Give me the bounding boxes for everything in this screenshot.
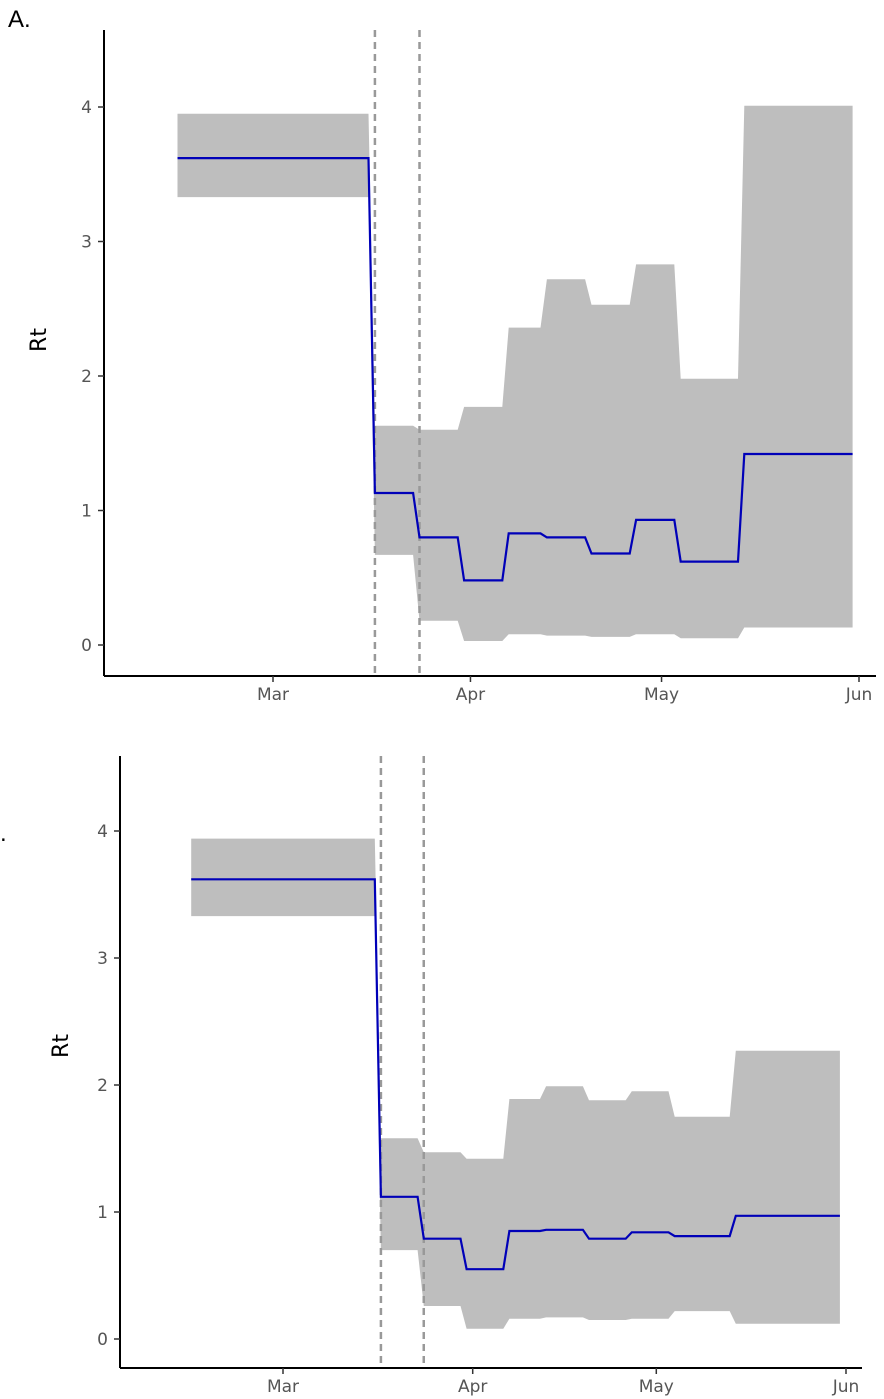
confidence-band [177,105,853,641]
y-tick-label: 4 [81,98,92,118]
panel-label-b: . [0,820,7,847]
y-axis-label: Rt [27,328,52,352]
y-tick-label: 1 [81,502,92,522]
y-tick-label: 3 [81,233,92,253]
x-tick-label: Jun [845,685,873,705]
x-tick-label: May [639,1377,674,1397]
y-tick-label: 1 [97,1203,108,1223]
x-tick-label: May [644,685,679,705]
panel-label-a: A. [8,6,31,33]
y-tick-label: 4 [97,822,108,842]
x-tick-label: Mar [257,685,289,705]
x-tick-label: Apr [458,1377,487,1397]
y-tick-label: 0 [81,636,92,656]
chart-1: 0 1 2 3 4 Mar Apr May Jun Rt [49,756,862,1397]
y-tick-label: 0 [97,1330,108,1350]
rt-line [177,157,853,582]
y-tick-label: 2 [97,1076,108,1096]
x-tick-label: Mar [267,1377,299,1397]
y-axis-label: Rt [49,1034,74,1058]
chart-0: 0 1 2 3 4 Mar Apr May Jun Rt [27,30,876,705]
rt-line [191,878,840,1271]
y-tick-label: 2 [81,367,92,387]
confidence-band [191,838,840,1329]
y-tick-label: 3 [97,949,108,969]
x-tick-label: Apr [456,685,485,705]
x-tick-label: Jun [832,1377,860,1397]
